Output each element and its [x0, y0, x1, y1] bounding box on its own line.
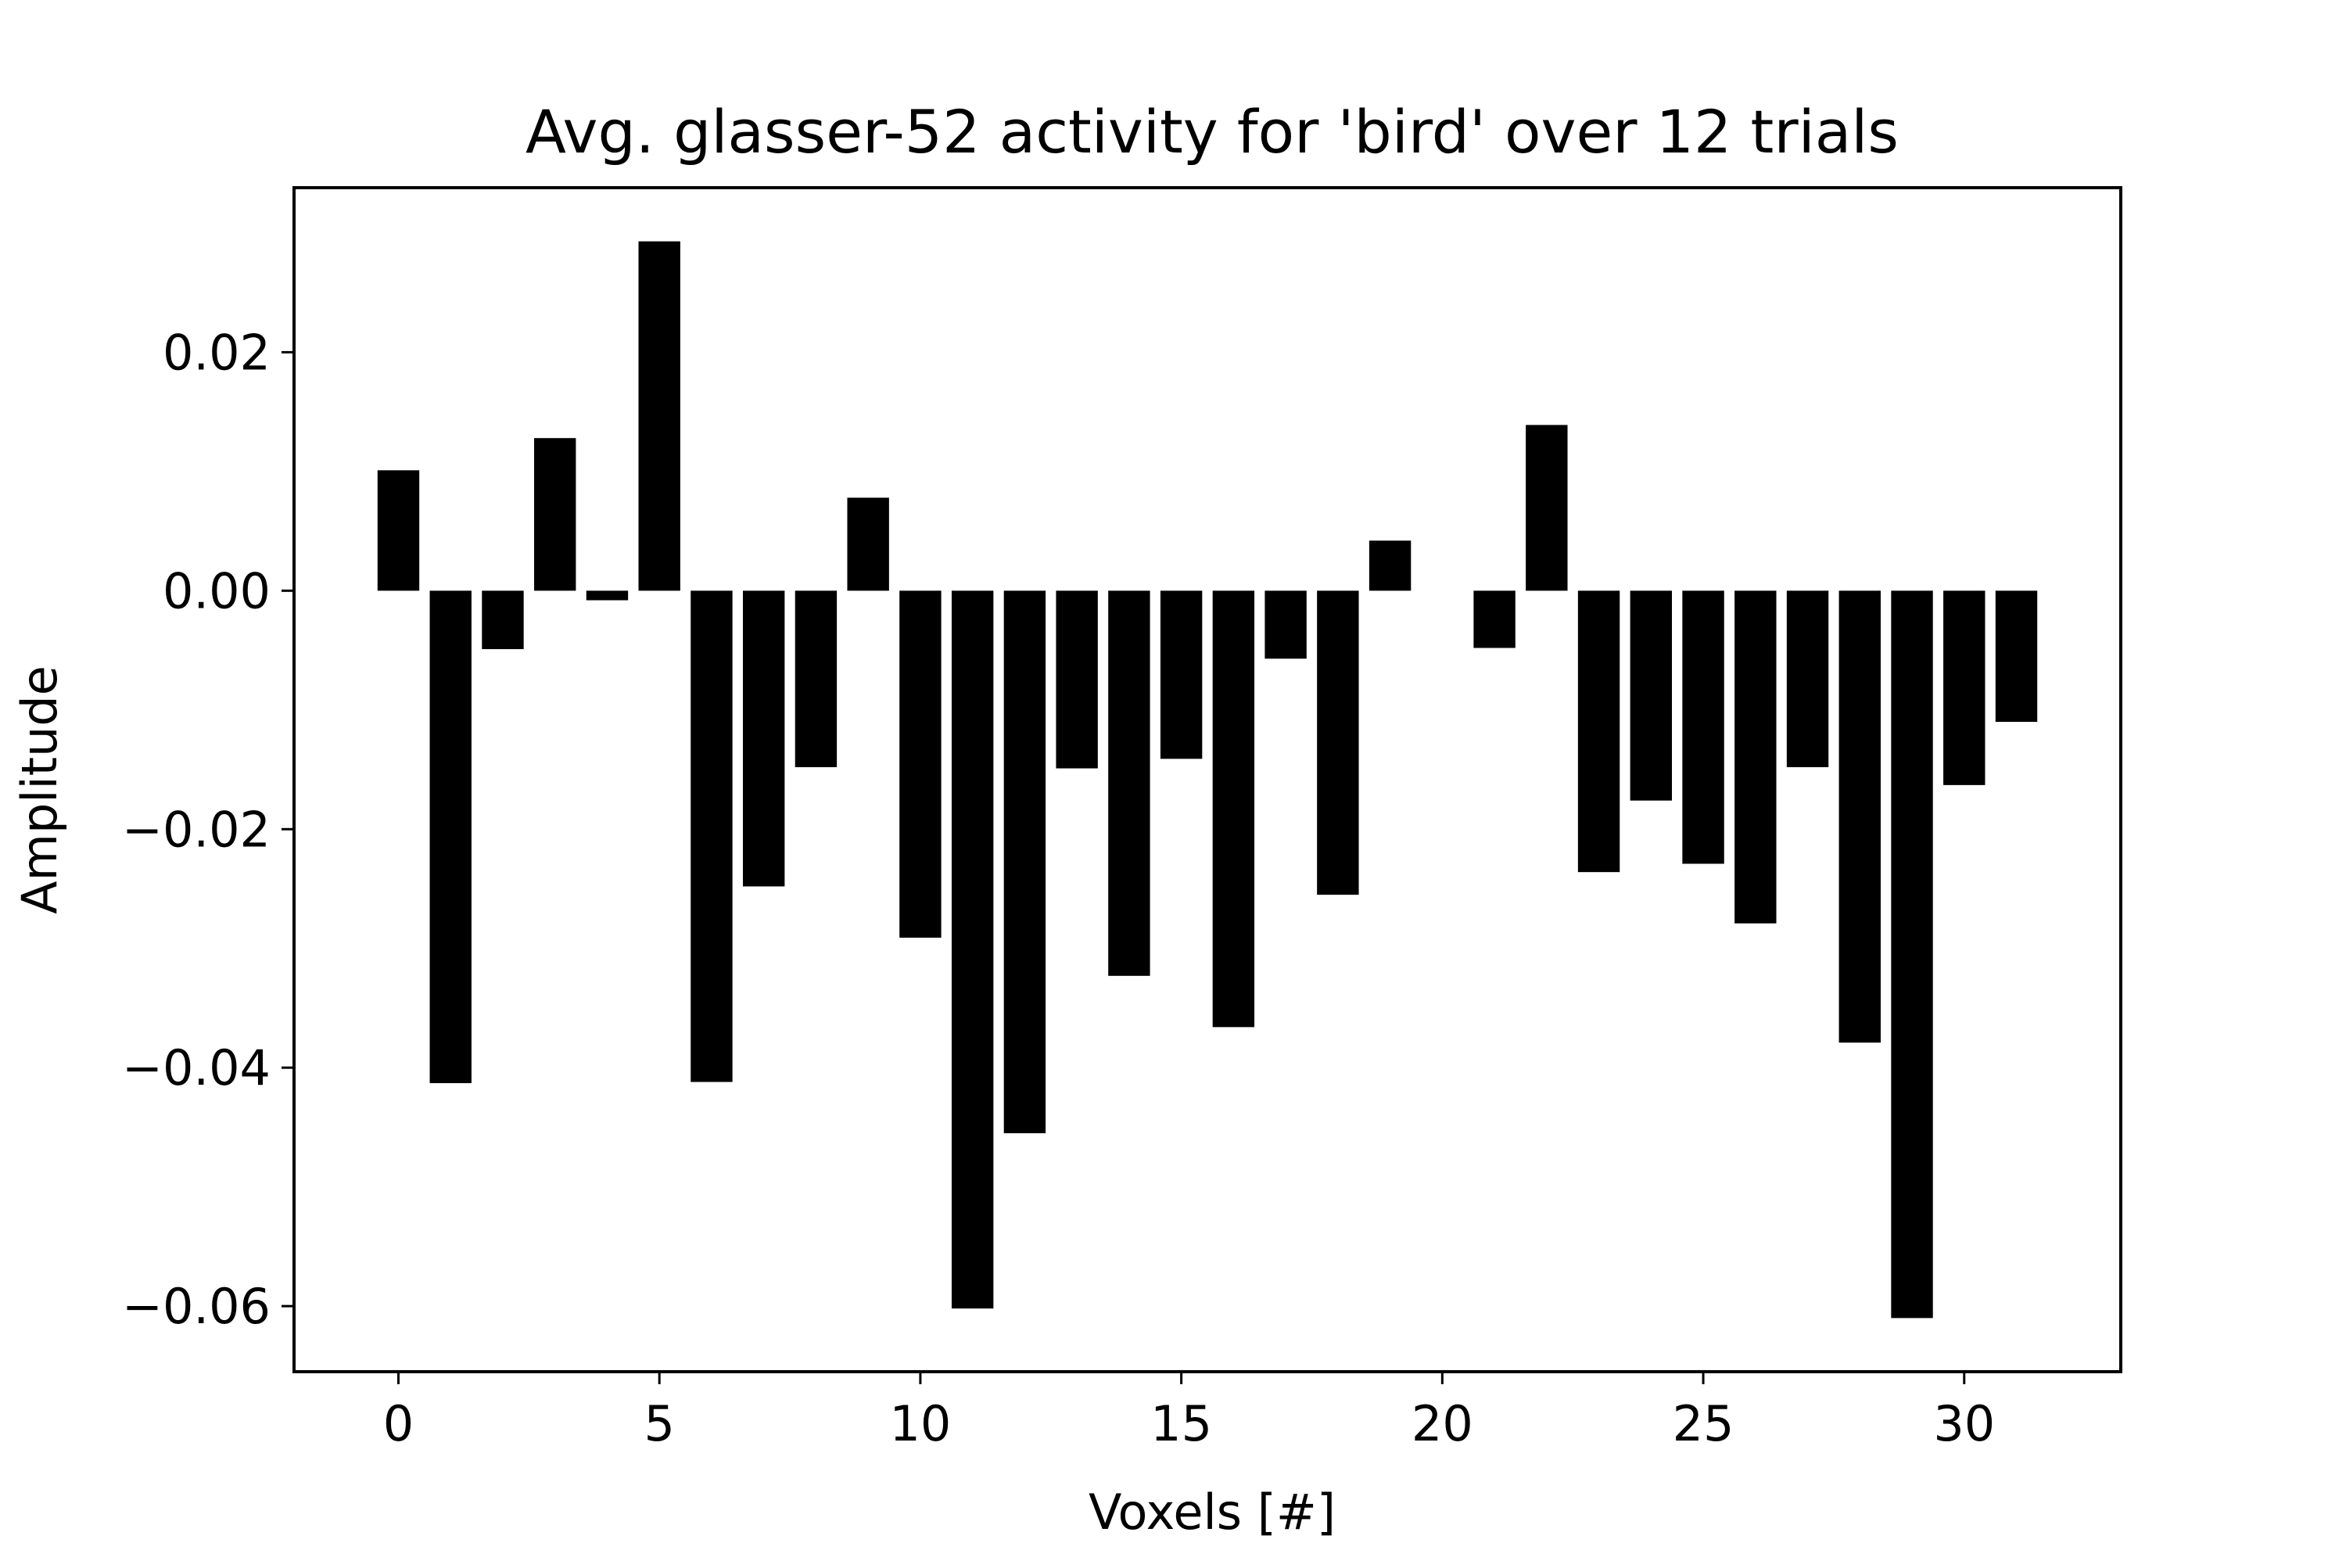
bar-25 [1682, 590, 1724, 864]
bar-9 [847, 497, 889, 591]
bar-24 [1630, 590, 1673, 801]
x-tick-label: 25 [1673, 1395, 1734, 1452]
bar-22 [1526, 425, 1568, 591]
y-tick-label: −0.04 [122, 1039, 271, 1096]
bar-21 [1473, 590, 1516, 648]
bar-17 [1264, 590, 1307, 659]
bar-3 [534, 438, 576, 591]
chart-title: Avg. glasser-52 activity for 'bird' over… [526, 97, 1899, 167]
bar-27 [1786, 590, 1829, 767]
bar-14 [1108, 590, 1150, 976]
bar-26 [1734, 590, 1777, 924]
x-tick-label: 5 [644, 1395, 674, 1452]
bar-1 [429, 590, 472, 1084]
x-tick-label: 30 [1933, 1395, 1995, 1452]
bar-8 [795, 590, 838, 767]
bar-7 [742, 590, 785, 887]
bar-4 [586, 590, 629, 601]
bar-29 [1891, 590, 1933, 1319]
x-tick-label: 0 [383, 1395, 414, 1452]
bar-28 [1838, 590, 1881, 1043]
y-axis-label: Amplitude [11, 666, 68, 914]
bar-30 [1943, 590, 1985, 785]
x-tick-label: 15 [1150, 1395, 1212, 1452]
bars-group [377, 241, 2038, 1319]
bar-12 [1003, 590, 1046, 1134]
y-axis-ticks: 0.02 0.00 −0.02 −0.04 −0.06 [122, 324, 294, 1335]
bar-13 [1056, 590, 1098, 769]
bar-5 [638, 241, 680, 591]
x-axis-ticks: 0 5 10 15 20 25 30 [383, 1372, 1995, 1452]
bar-10 [899, 590, 942, 938]
bar-19 [1368, 540, 1412, 591]
bar-16 [1212, 590, 1255, 1028]
bar-23 [1577, 590, 1620, 873]
bar-2 [482, 590, 524, 650]
y-tick-label: −0.06 [122, 1278, 271, 1335]
bar-0 [377, 470, 420, 591]
y-tick-label: 0.02 [163, 324, 271, 381]
x-axis-label: Voxels [#] [1089, 1484, 1336, 1541]
plot-frame [292, 186, 2122, 1373]
y-tick-label: 0.00 [163, 562, 271, 619]
bar-6 [691, 590, 733, 1082]
x-tick-label: 10 [889, 1395, 951, 1452]
bar-31 [1995, 590, 2038, 723]
y-tick-label: −0.02 [122, 801, 271, 858]
bar-18 [1317, 590, 1359, 895]
bar-15 [1160, 590, 1203, 759]
x-tick-label: 20 [1412, 1395, 1473, 1452]
bar-11 [951, 590, 994, 1309]
